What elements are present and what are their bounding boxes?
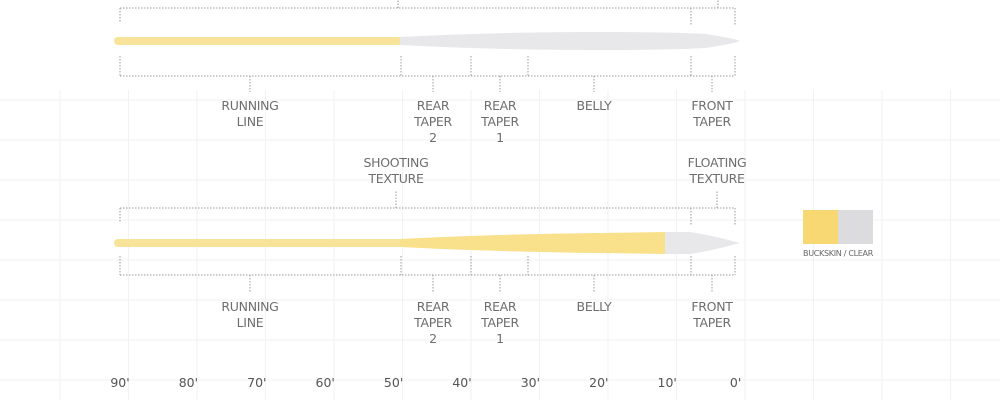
section-label-line: REAR [484,299,517,314]
color-legend: BUCKSKIN / CLEAR [803,210,874,258]
axis-tick-label: 40' [452,375,471,390]
axis-tick-label: 20' [589,375,608,390]
texture-label-line: SHOOTING [364,155,429,170]
axis-tick-label: 90' [110,375,129,390]
background-grid [0,90,1000,400]
buckskin-swatch [803,210,838,244]
section-label-line: RUNNING [221,299,278,314]
axis-tick-label: 10' [658,375,677,390]
section-label-line: TAPER [692,315,731,330]
section-label-line: TAPER [480,114,519,129]
texture-label-line: TEXTURE [367,171,424,186]
upper-bracket [119,0,736,25]
running-line-segment [114,239,404,247]
length-axis: 90' 80' 70' 60' 50' 40' 30' 20' 10' 0' [110,375,741,390]
axis-tick-label: 50' [384,375,403,390]
section-label-line: REAR [417,299,450,314]
section-label-line: RUNNING [221,98,278,113]
section-label-line: 2 [429,331,437,346]
section-label: BELLY [577,299,613,314]
axis-tick-label: 0' [730,375,741,390]
axis-tick-label: 70' [247,375,266,390]
legend-label: BUCKSKIN / CLEAR [803,249,874,258]
section-label-line: REAR [484,98,517,113]
section-label-line: FRONT [691,98,733,113]
section-label-line: LINE [237,315,264,330]
section-label-line: TAPER [413,315,452,330]
section-label-line: FRONT [691,299,733,314]
section-label-line: 1 [496,130,504,145]
lower-bracket [119,56,736,92]
clear-head-segment [400,32,740,50]
clear-swatch [838,210,873,244]
upper-bracket [119,190,736,225]
buckskin-head-segment [400,232,665,254]
section-label-line: 2 [429,130,437,145]
section-label-line: TAPER [413,114,452,129]
section-label-line: TAPER [692,114,731,129]
texture-label-line: FLOATING [688,155,747,170]
section-label-line: REAR [417,98,450,113]
section-label-line: 1 [496,331,504,346]
section-label-line: BELLY [577,299,613,314]
axis-tick-label: 30' [521,375,540,390]
axis-tick-label: 80' [179,375,198,390]
section-label: BELLY [577,98,613,113]
section-label-line: BELLY [577,98,613,113]
clear-tip-segment [665,232,740,254]
section-label-line: TAPER [480,315,519,330]
lower-bracket [119,256,736,292]
running-line-segment [114,37,402,45]
texture-label-line: TEXTURE [688,171,745,186]
axis-tick-label: 60' [316,375,335,390]
section-label-line: LINE [237,114,264,129]
